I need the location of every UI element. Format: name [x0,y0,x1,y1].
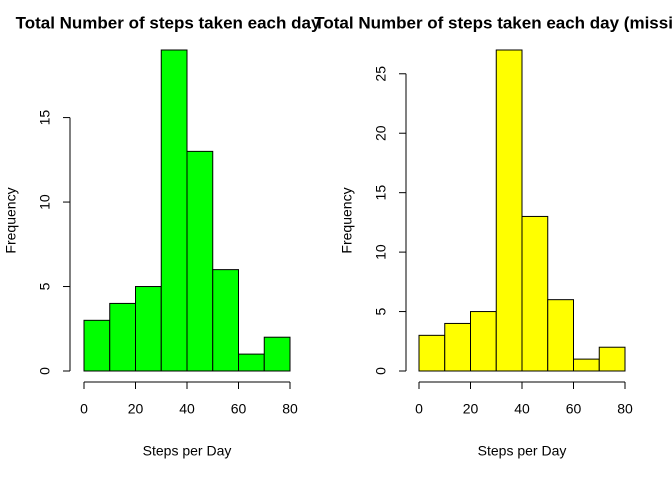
histogram-bar [212,269,239,372]
y-tick-label: 15 [37,110,53,126]
x-tick-label: 40 [179,401,195,417]
histogram-bar [521,215,549,372]
x-tick-label: 40 [514,401,530,417]
y-tick-label: 5 [373,307,389,315]
y-tick-label: 25 [373,66,389,82]
y-axis-label: Frequency [339,187,355,253]
histogram-bar [238,353,265,372]
histogram-bar [573,358,600,372]
y-tick-label: 0 [373,367,389,375]
histogram-bar [495,49,523,372]
x-tick-label: 60 [566,401,582,417]
y-tick-label: 5 [37,282,53,290]
x-axis-label: Steps per Day [143,443,232,459]
y-tick-label: 10 [373,244,389,260]
chart-title: Total Number of steps taken each day [16,13,321,32]
histogram-bar [547,299,574,372]
histogram-bar [109,302,136,372]
histogram-bar [444,322,471,372]
histogram-bar [83,319,111,372]
y-axis-label: Frequency [3,187,19,253]
histogram-bar [160,49,188,372]
histogram-bar [263,336,291,372]
x-tick-label: 0 [80,401,88,417]
chart-title: Total Number of steps taken each day (mi… [314,13,672,32]
y-tick-label: 0 [37,367,53,375]
x-tick-label: 80 [282,401,298,417]
x-tick-label: 0 [415,401,423,417]
histogram-bar [598,346,626,372]
histogram-bar [135,286,162,372]
x-tick-label: 80 [617,401,633,417]
x-axis-label: Steps per Day [478,443,567,459]
y-tick-label: 15 [373,185,389,201]
y-tick-label: 20 [373,125,389,141]
histogram-bar [186,150,214,372]
x-tick-label: 20 [128,401,144,417]
histogram-bar [470,311,497,372]
y-tick-label: 10 [37,194,53,210]
x-tick-label: 60 [231,401,247,417]
histogram-bar [418,334,446,372]
x-tick-label: 20 [463,401,479,417]
